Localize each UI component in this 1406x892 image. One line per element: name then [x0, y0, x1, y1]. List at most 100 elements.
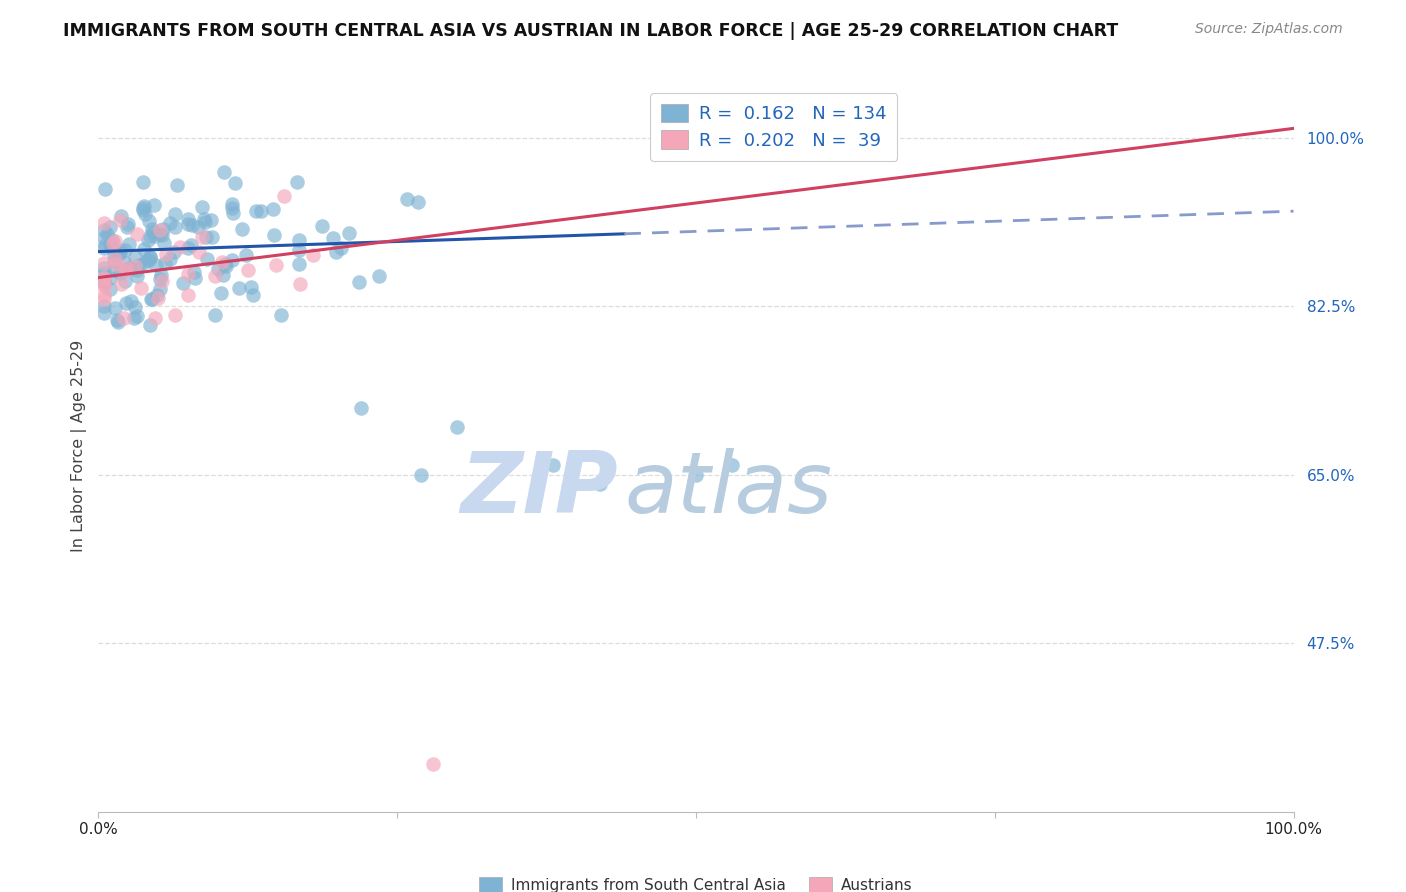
- Point: [347, 275, 370, 289]
- Point: [112, 311, 135, 326]
- Point: [541, 458, 564, 473]
- Point: [93, 231, 115, 245]
- Point: [236, 262, 259, 277]
- Point: [128, 258, 150, 272]
- Point: [181, 218, 204, 232]
- Point: [136, 233, 159, 247]
- Point: [211, 255, 233, 269]
- Point: [235, 247, 257, 261]
- Point: [149, 268, 172, 282]
- Point: [117, 217, 139, 231]
- Point: [138, 214, 160, 228]
- Point: [93, 271, 115, 285]
- Point: [224, 176, 246, 190]
- Point: [93, 255, 115, 269]
- Point: [193, 212, 215, 227]
- Point: [98, 271, 121, 285]
- Point: [134, 199, 156, 213]
- Point: [221, 253, 243, 268]
- Point: [93, 277, 115, 291]
- Point: [201, 229, 224, 244]
- Point: [110, 243, 132, 257]
- Point: [143, 310, 166, 325]
- Point: [142, 225, 165, 239]
- Point: [169, 240, 191, 254]
- Point: [124, 300, 146, 314]
- Point: [222, 205, 245, 219]
- Point: [93, 266, 115, 280]
- Point: [337, 226, 360, 240]
- Point: [127, 309, 149, 323]
- Point: [165, 207, 187, 221]
- Point: [141, 292, 163, 306]
- Point: [104, 301, 127, 315]
- Point: [104, 234, 127, 248]
- Point: [104, 252, 127, 267]
- Point: [101, 235, 124, 250]
- Point: [266, 258, 288, 272]
- Point: [98, 219, 121, 234]
- Point: [110, 277, 132, 291]
- Point: [149, 222, 172, 236]
- Point: [93, 237, 115, 252]
- Point: [127, 227, 149, 241]
- Point: [93, 276, 115, 290]
- Text: atlas: atlas: [624, 449, 832, 532]
- Point: [103, 253, 125, 268]
- Point: [146, 292, 169, 306]
- Point: [191, 201, 214, 215]
- Point: [132, 242, 155, 256]
- Point: [242, 288, 264, 302]
- Point: [172, 276, 194, 290]
- Point: [207, 261, 229, 276]
- Point: [250, 203, 273, 218]
- Point: [114, 296, 136, 310]
- Point: [191, 230, 214, 244]
- Y-axis label: In Labor Force | Age 25-29: In Labor Force | Age 25-29: [72, 340, 87, 552]
- Point: [197, 252, 219, 266]
- Point: [98, 282, 121, 296]
- Point: [262, 202, 284, 216]
- Point: [120, 293, 142, 308]
- Point: [231, 222, 253, 236]
- Point: [139, 250, 162, 264]
- Point: [214, 165, 236, 179]
- Point: [215, 260, 238, 274]
- Point: [155, 247, 177, 261]
- Point: [263, 228, 285, 243]
- Point: [270, 308, 292, 322]
- Point: [149, 282, 172, 296]
- Point: [114, 274, 136, 288]
- Point: [107, 315, 129, 329]
- Point: [311, 219, 333, 234]
- Point: [118, 236, 141, 251]
- Point: [183, 271, 205, 285]
- Point: [93, 306, 115, 320]
- Point: [159, 252, 181, 267]
- Point: [127, 269, 149, 284]
- Point: [115, 260, 138, 275]
- Point: [143, 229, 166, 244]
- Point: [93, 260, 115, 275]
- Point: [93, 216, 115, 230]
- Point: [150, 227, 173, 242]
- Text: IMMIGRANTS FROM SOUTH CENTRAL ASIA VS AUSTRIAN IN LABOR FORCE | AGE 25-29 CORREL: IMMIGRANTS FROM SOUTH CENTRAL ASIA VS AU…: [63, 22, 1119, 40]
- Point: [177, 241, 200, 255]
- Point: [721, 458, 744, 473]
- Point: [200, 213, 222, 227]
- Point: [288, 243, 311, 257]
- Point: [110, 267, 132, 281]
- Point: [118, 260, 141, 275]
- Point: [93, 299, 115, 313]
- Point: [187, 245, 209, 260]
- Text: ZIP: ZIP: [461, 449, 619, 532]
- Point: [138, 253, 160, 268]
- Point: [163, 308, 186, 322]
- Point: [285, 175, 308, 189]
- Point: [183, 265, 205, 279]
- Point: [589, 477, 612, 491]
- Point: [245, 204, 267, 219]
- Point: [214, 257, 236, 271]
- Point: [166, 178, 188, 193]
- Point: [685, 467, 707, 482]
